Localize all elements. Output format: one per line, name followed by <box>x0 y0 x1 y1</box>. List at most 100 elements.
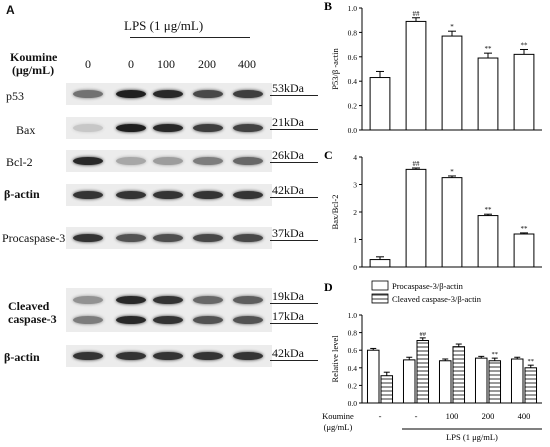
row-label-bcl2: Bcl-2 <box>6 155 33 169</box>
koumine-unit: (μg/mL) <box>12 63 55 77</box>
row-label-procaspase3: Procaspase-3 <box>2 231 66 245</box>
bar <box>402 359 416 404</box>
row-label-beta-actin-1: β-actin <box>4 187 40 201</box>
blot-band <box>153 124 183 132</box>
y-tick-label: 0.0 <box>348 126 358 135</box>
row-label-p53: p53 <box>6 89 24 103</box>
y-tick-label: 1 <box>353 236 357 245</box>
y-tick-label: 0.8 <box>348 329 358 338</box>
blot-band <box>193 234 223 242</box>
legend-label: Procaspase-3/β-actin <box>392 281 464 291</box>
dose-3: 200 <box>198 57 216 71</box>
kda-line <box>270 323 318 324</box>
blot-band <box>233 124 263 132</box>
blot-strip <box>66 288 272 332</box>
y-tick-label: 4 <box>353 153 357 162</box>
blot-band <box>233 191 263 199</box>
significance-label: ** <box>521 225 529 233</box>
y-tick-label: 0.8 <box>348 28 358 37</box>
y-tick-label: 0.2 <box>348 102 358 111</box>
y-tick-label: 3 <box>353 181 357 190</box>
bar <box>510 358 524 404</box>
bar <box>380 375 394 404</box>
x-tick-label: - <box>415 411 418 421</box>
koumine-label: Koumine <box>10 50 58 64</box>
panel-a-letter: A <box>6 3 15 17</box>
kda-line <box>270 240 318 241</box>
bar <box>513 53 535 131</box>
row-label-cleaved: Cleaved <box>8 299 50 313</box>
significance-label: ** <box>492 351 499 358</box>
kda-cleaved-19: 19kDa <box>272 289 304 303</box>
row-label-beta-actin-2: β-actin <box>4 350 40 364</box>
blot-band <box>233 234 263 242</box>
bar <box>438 360 452 404</box>
blot-band <box>153 234 183 242</box>
blot-band <box>73 191 103 199</box>
bar <box>369 77 391 131</box>
x-tick-label: - <box>379 411 382 421</box>
blot-band <box>73 234 103 242</box>
y-tick-label: 0.4 <box>348 77 358 86</box>
lps-bracket-line <box>130 37 250 38</box>
blot-band <box>116 352 146 360</box>
y-tick-label: 2 <box>353 208 357 217</box>
legend-swatch <box>371 280 389 291</box>
kda-cleaved-17: 17kDa <box>272 309 304 323</box>
y-axis-label: P53/β -actin <box>330 48 340 90</box>
kda-procaspase3: 37kDa <box>272 226 304 240</box>
dose-0: 0 <box>85 57 91 71</box>
significance-label: ** <box>521 41 529 49</box>
bar <box>477 57 499 131</box>
blot-band <box>116 124 146 132</box>
bar <box>524 367 538 404</box>
kda-bcl2: 26kDa <box>272 148 304 162</box>
blot-band <box>116 90 146 98</box>
blot-band <box>73 316 103 324</box>
significance-label: ## <box>413 160 421 168</box>
bar <box>474 357 488 404</box>
blot-band <box>193 296 223 304</box>
blot-band <box>153 296 183 304</box>
lps-group-label: LPS (1 μg/mL) <box>446 432 498 442</box>
kda-line <box>270 303 318 304</box>
legend-label: Cleaved caspase-3/β-actin <box>392 294 482 304</box>
significance-label: ** <box>485 45 493 53</box>
blot-band <box>233 296 263 304</box>
blot-band <box>233 316 263 324</box>
bar <box>366 349 380 404</box>
y-axis-label: Relative level <box>330 335 340 383</box>
dose-2: 100 <box>157 57 175 71</box>
x-tick-label: 200 <box>482 411 495 421</box>
blot-band <box>153 316 183 324</box>
blot-band <box>193 316 223 324</box>
kda-beta-actin-1: 42kDa <box>272 183 304 197</box>
blot-band <box>193 90 223 98</box>
dose-4: 400 <box>238 57 256 71</box>
blot-band <box>193 352 223 360</box>
blot-band <box>116 157 146 165</box>
blot-band <box>193 191 223 199</box>
lps-label: LPS (1 μg/mL) <box>124 18 204 33</box>
blot-band <box>116 316 146 324</box>
bar <box>405 168 427 268</box>
dose-1: 0 <box>128 57 134 71</box>
y-tick-label: 0.0 <box>348 399 358 408</box>
bar <box>405 20 427 131</box>
blot-band <box>73 352 103 360</box>
legend-swatch <box>371 293 389 304</box>
kda-line <box>270 360 318 361</box>
chart-d: D Procaspase-3/β-actin Cleaved caspase-3/β… <box>322 280 542 442</box>
blot-band <box>233 352 263 360</box>
y-tick-label: 0 <box>353 263 357 272</box>
y-tick-label: 1.0 <box>348 4 358 13</box>
blot-band <box>73 90 103 98</box>
row-label-bax: Bax <box>16 123 36 137</box>
kda-p53: 53kDa <box>272 81 304 95</box>
bar <box>369 259 391 268</box>
bar <box>452 346 466 404</box>
bar <box>441 35 463 131</box>
blot-band <box>153 191 183 199</box>
